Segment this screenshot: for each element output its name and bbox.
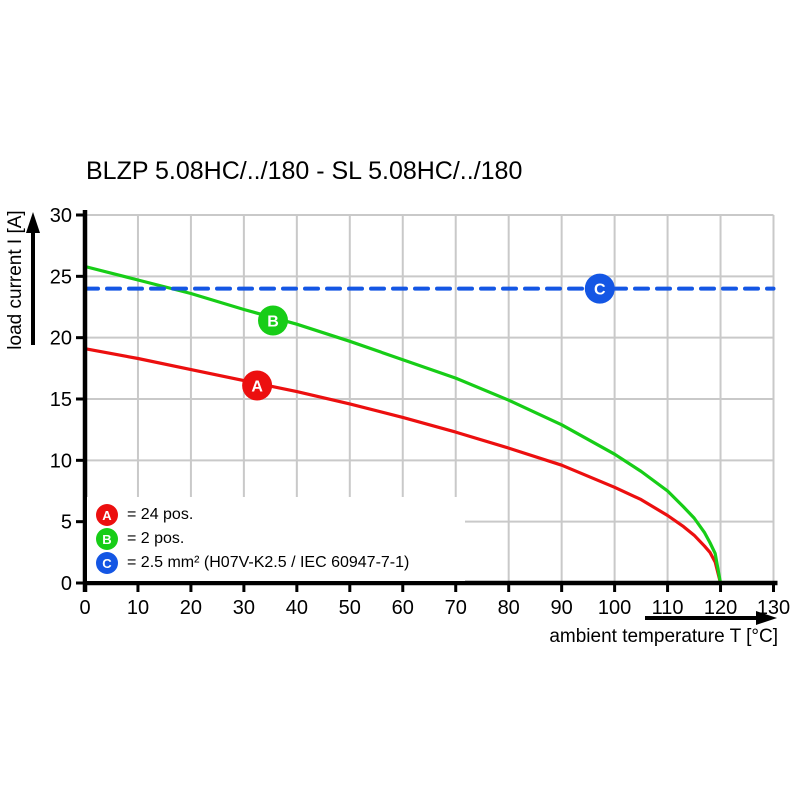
legend: A = 24 pos. B = 2 pos. C = 2.5 mm² (H07V…: [87, 497, 465, 581]
x-tick-label: 80: [498, 597, 520, 619]
legend-marker-b-icon: B: [96, 528, 118, 550]
curve-marker-a: [242, 370, 273, 401]
curve-marker-b: [258, 305, 289, 336]
curve-marker-c: [584, 273, 615, 304]
y-axis-arrow-head-icon: [26, 212, 40, 233]
x-axis-arrow-head-icon: [756, 611, 777, 625]
curve-b: [83, 264, 723, 585]
x-tick-label: 60: [392, 597, 414, 619]
x-tick-label: 90: [551, 597, 573, 619]
x-tick-label: 20: [180, 597, 202, 619]
y-tick-label: 30: [50, 205, 72, 227]
x-tick-label: 70: [445, 597, 467, 619]
x-axis-label: ambient temperature T [°C]: [549, 626, 778, 647]
legend-label-b: = 2 pos.: [127, 530, 185, 547]
x-tick-label: 0: [79, 597, 90, 619]
legend-marker-a-icon: A: [96, 504, 118, 526]
chart-title: BLZP 5.08HC/../180 - SL 5.08HC/../180: [86, 157, 523, 185]
legend-label-a: = 24 pos.: [127, 506, 194, 523]
x-tick-label: 10: [127, 597, 149, 619]
legend-item-a: A = 24 pos.: [96, 504, 465, 526]
y-tick-label: 20: [50, 328, 72, 350]
curve-marker-letter-c: C: [594, 282, 606, 299]
x-tick-label: 50: [339, 597, 361, 619]
y-tick-label: 0: [61, 573, 72, 595]
x-tick-label: 40: [286, 597, 308, 619]
x-tick-label: 110: [652, 597, 684, 619]
x-tick-label: 120: [704, 597, 737, 619]
curve-marker-letter-a: A: [251, 379, 263, 396]
legend-marker-c-icon: C: [96, 552, 118, 574]
legend-label-c: = 2.5 mm² (H07V-K2.5 / IEC 60947-7-1): [127, 554, 410, 571]
y-axis-label: load current I [A]: [5, 210, 26, 350]
curve-marker-letter-b: B: [267, 313, 279, 330]
y-tick-label: 10: [50, 450, 72, 472]
x-tick-label: 130: [757, 597, 790, 619]
y-tick-label: 15: [50, 389, 72, 411]
y-tick-label: 25: [50, 266, 72, 288]
x-tick-label: 30: [233, 597, 255, 619]
x-tick-label: 100: [598, 597, 631, 619]
y-tick-label: 5: [61, 512, 72, 534]
legend-item-c: C = 2.5 mm² (H07V-K2.5 / IEC 60947-7-1): [96, 552, 465, 574]
legend-item-b: B = 2 pos.: [96, 528, 465, 550]
